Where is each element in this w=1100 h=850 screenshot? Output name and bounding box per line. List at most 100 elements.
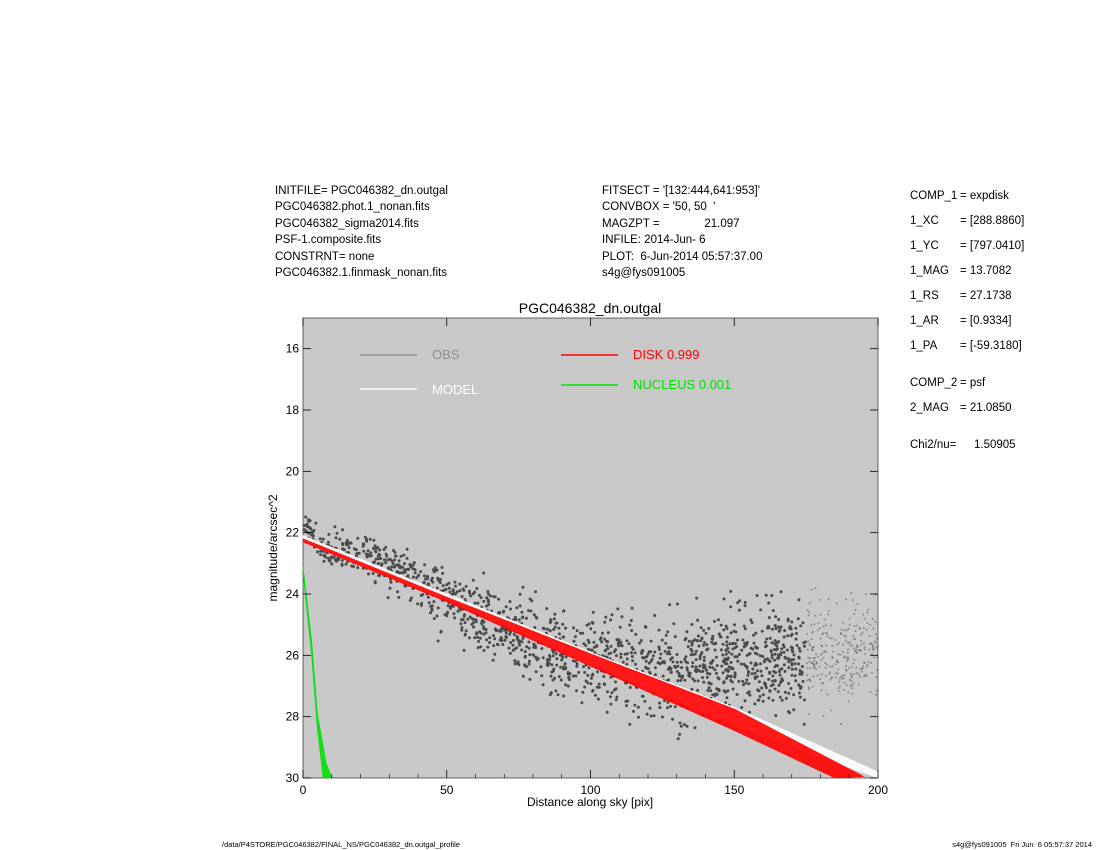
- obs-point: [551, 650, 555, 654]
- obs-point: [859, 675, 862, 678]
- obs-point: [745, 640, 749, 644]
- obs-point: [657, 628, 661, 632]
- obs-point: [769, 684, 773, 688]
- obs-point: [476, 601, 480, 605]
- obs-point: [620, 615, 624, 619]
- obs-point: [619, 652, 623, 656]
- obs-point: [808, 678, 811, 681]
- obs-point: [583, 670, 587, 674]
- obs-point: [460, 626, 464, 630]
- param-key: COMP_1: [910, 190, 958, 202]
- obs-point: [694, 666, 698, 670]
- obs-point: [309, 527, 313, 531]
- obs-point: [679, 679, 683, 682]
- obs-point: [874, 640, 877, 643]
- obs-point: [516, 660, 520, 664]
- obs-point: [733, 623, 736, 627]
- obs-point: [813, 660, 816, 662]
- y-tick-label: 24: [286, 587, 300, 601]
- obs-point: [393, 551, 397, 554]
- obs-point: [798, 672, 802, 676]
- obs-point: [830, 709, 833, 712]
- obs-point: [870, 661, 872, 664]
- obs-point: [562, 609, 566, 613]
- obs-point: [825, 624, 828, 627]
- obs-point: [493, 637, 497, 641]
- obs-point: [532, 642, 536, 646]
- obs-point: [750, 672, 754, 676]
- obs-point: [783, 669, 787, 673]
- obs-point: [405, 556, 409, 560]
- obs-point: [741, 638, 745, 642]
- obs-point: [851, 684, 854, 687]
- obs-point: [347, 546, 351, 550]
- obs-point: [869, 691, 872, 694]
- obs-point: [807, 686, 810, 689]
- obs-point: [743, 699, 747, 703]
- obs-point: [786, 657, 790, 661]
- obs-point: [705, 675, 709, 679]
- obs-point: [401, 571, 405, 575]
- obs-point: [721, 642, 725, 646]
- param-1-pa: 1_PA = [-59.3180]: [910, 340, 1022, 352]
- obs-point: [859, 649, 862, 652]
- param-comp-1: COMP_1 = expdisk: [910, 190, 1009, 202]
- obs-point: [827, 598, 830, 601]
- obs-point: [854, 637, 857, 640]
- obs-point: [831, 665, 834, 668]
- obs-point: [509, 607, 513, 611]
- obs-point: [838, 685, 841, 688]
- obs-point: [648, 706, 652, 710]
- obs-point: [721, 671, 725, 675]
- obs-point: [647, 650, 651, 654]
- obs-point: [516, 636, 520, 640]
- obs-point: [664, 633, 668, 637]
- obs-point: [759, 669, 763, 673]
- obs-point: [322, 559, 326, 563]
- obs-point: [676, 679, 680, 683]
- obs-point: [729, 675, 733, 679]
- obs-point: [857, 645, 859, 648]
- obs-point: [783, 629, 787, 632]
- obs-point: [693, 679, 696, 683]
- obs-point: [705, 648, 709, 652]
- obs-point: [471, 592, 475, 596]
- obs-point: [837, 687, 840, 689]
- obs-point: [876, 689, 878, 692]
- obs-point: [424, 577, 428, 581]
- obs-point: [837, 653, 840, 656]
- obs-point: [436, 606, 440, 610]
- obs-point: [768, 636, 772, 640]
- obs-point: [823, 618, 826, 621]
- obs-point: [871, 647, 874, 649]
- obs-point: [605, 710, 609, 714]
- obs-point: [777, 618, 781, 621]
- obs-point: [814, 667, 817, 670]
- obs-point: [700, 651, 704, 654]
- obs-point: [326, 540, 330, 544]
- obs-point: [587, 666, 591, 670]
- obs-point: [382, 548, 386, 551]
- obs-point: [591, 689, 595, 692]
- obs-point: [865, 593, 868, 596]
- obs-point: [365, 539, 369, 543]
- obs-point: [733, 655, 737, 659]
- obs-point: [851, 644, 854, 647]
- obs-point: [525, 616, 528, 620]
- obs-point: [416, 602, 420, 606]
- obs-point: [775, 641, 779, 645]
- obs-point: [709, 689, 713, 693]
- obs-point: [792, 708, 796, 712]
- obs-point: [735, 693, 739, 696]
- obs-point: [581, 690, 585, 694]
- obs-point: [774, 615, 778, 619]
- obs-point: [513, 662, 517, 666]
- obs-point: [574, 674, 578, 678]
- obs-point: [700, 637, 704, 640]
- obs-point: [798, 685, 802, 689]
- obs-point: [422, 574, 426, 578]
- obs-point: [745, 678, 749, 682]
- obs-point: [493, 595, 497, 599]
- obs-point: [856, 651, 859, 654]
- obs-point: [463, 598, 467, 601]
